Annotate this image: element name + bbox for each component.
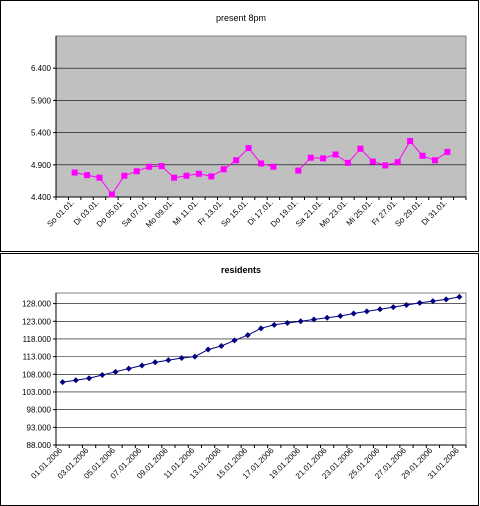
x-tick-label: Mi 25.01. xyxy=(345,198,375,228)
x-tick-label: So 15.01. xyxy=(219,198,250,229)
data-point xyxy=(71,169,78,176)
data-point xyxy=(96,174,103,181)
data-point xyxy=(444,148,451,155)
data-point xyxy=(84,172,91,179)
data-point xyxy=(125,365,132,372)
data-point xyxy=(218,343,225,350)
y-tick-label: 5.900 xyxy=(31,96,52,105)
data-point xyxy=(191,353,198,360)
data-point xyxy=(146,163,153,170)
chart-title: residents xyxy=(221,265,261,275)
chart-present-8pm: present 8pm 4.400 4.900 5.400 5.900 6.400 So … xyxy=(0,0,479,252)
data-point xyxy=(443,296,450,303)
plot-area xyxy=(55,292,467,446)
data-point xyxy=(324,314,331,321)
data-point xyxy=(183,172,190,179)
data-point xyxy=(403,302,410,309)
data-point xyxy=(310,316,317,323)
y-tick-label: 98.000 xyxy=(27,406,52,415)
data-point xyxy=(208,173,215,180)
data-point xyxy=(220,166,227,173)
data-point xyxy=(377,306,384,313)
data-point xyxy=(456,293,463,300)
y-tick-label: 108.000 xyxy=(22,370,51,379)
data-point xyxy=(429,298,436,305)
data-point xyxy=(133,168,140,175)
data-point xyxy=(307,154,314,161)
x-tick-label: So 29.01. xyxy=(393,198,424,229)
plot-area xyxy=(55,35,467,198)
data-point xyxy=(258,160,264,167)
y-tick-label: 6.400 xyxy=(31,64,52,73)
data-point xyxy=(112,368,119,375)
data-point xyxy=(99,372,106,379)
y-tick-label: 103.000 xyxy=(22,388,51,397)
y-tick-label: 93.000 xyxy=(27,423,52,432)
data-point xyxy=(244,332,251,339)
y-tick-label: 4.900 xyxy=(31,161,52,170)
x-tick-label: Di 31.01. xyxy=(420,198,449,227)
chart-residents-svg: residents 88.000 93.000 98.000 103.000 108.0… xyxy=(22,265,467,481)
data-point xyxy=(337,312,344,319)
data-point xyxy=(394,159,401,166)
data-point xyxy=(108,191,115,198)
x-tick-label: So 01.01. xyxy=(45,198,76,229)
data-point xyxy=(320,155,327,162)
data-point xyxy=(59,379,66,386)
y-tick-label: 118.000 xyxy=(23,335,52,344)
data-point xyxy=(344,159,351,166)
data-point xyxy=(363,308,370,315)
y-tick-label: 128.000 xyxy=(22,300,51,309)
data-point xyxy=(297,318,304,325)
data-point xyxy=(121,172,128,179)
data-point xyxy=(431,157,438,164)
data-point xyxy=(407,137,414,144)
data-point xyxy=(195,170,202,177)
data-point xyxy=(350,310,357,317)
data-point xyxy=(171,174,178,181)
data-point xyxy=(158,163,165,170)
chart-residents: residents 88.000 93.000 98.000 103.000 108.0… xyxy=(0,253,479,506)
data-point xyxy=(270,163,277,170)
data-point xyxy=(231,337,238,344)
data-point xyxy=(332,151,339,158)
y-tick-label: 5.400 xyxy=(31,129,52,138)
y-tick-label: 88.000 xyxy=(27,441,52,450)
data-point xyxy=(419,152,426,159)
data-point xyxy=(205,346,212,353)
data-point xyxy=(165,357,172,364)
chart-present-8pm-svg: present 8pm 4.400 4.900 5.400 5.900 6.400 So … xyxy=(31,13,467,230)
data-point xyxy=(178,355,185,362)
y-tick-label: 123.000 xyxy=(22,317,51,326)
data-point xyxy=(72,377,79,384)
data-point xyxy=(390,304,397,311)
data-point xyxy=(357,145,364,152)
data-point xyxy=(382,162,389,169)
data-point xyxy=(369,158,376,165)
data-point xyxy=(86,375,93,382)
data-point xyxy=(152,359,159,366)
chart-title: present 8pm xyxy=(216,13,266,23)
data-point xyxy=(245,145,252,152)
x-tick-label: Mi 11.01. xyxy=(171,198,200,227)
data-point xyxy=(295,167,302,174)
data-point xyxy=(416,299,423,306)
data-point xyxy=(258,325,264,332)
data-point xyxy=(271,321,278,328)
y-tick-label: 113.000 xyxy=(23,353,52,362)
data-point xyxy=(284,320,291,327)
data-point xyxy=(233,157,240,164)
y-tick-label: 4.400 xyxy=(31,193,52,202)
data-point xyxy=(138,362,145,369)
